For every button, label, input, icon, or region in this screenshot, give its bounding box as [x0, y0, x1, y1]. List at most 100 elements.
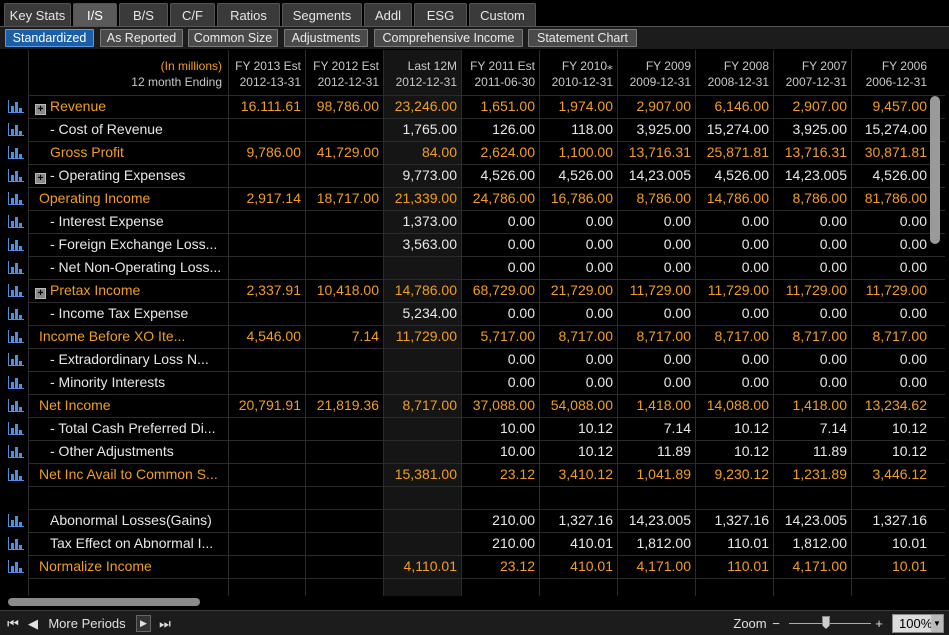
tab-key-stats[interactable]: Key Stats [4, 3, 71, 26]
table-row[interactable]: - Extradordinary Loss N... 0.00 0.00 0.00 0.… [4, 348, 945, 371]
table-row[interactable]: - Income Tax Expense 5,234.00 0.00 0.00 0.00… [4, 302, 945, 325]
row-chart-button[interactable] [4, 302, 28, 325]
tab-i-s[interactable]: I/S [73, 3, 117, 26]
table-row[interactable]: + Pretax Income 2,337.91 10,418.00 14,786.00… [4, 279, 945, 302]
table-row[interactable]: - Total Cash Preferred Di... 10.00 10.12 7.… [4, 417, 945, 440]
expand-icon[interactable]: + [35, 288, 46, 299]
table-cell: 210.00 [492, 535, 535, 551]
zoom-slider-thumb[interactable] [822, 616, 830, 629]
view-as-reported-button[interactable]: As Reported [100, 29, 183, 47]
row-chart-button[interactable] [4, 233, 28, 256]
table-row[interactable]: Net Income 20,791.91 21,819.36 8,717.00 37,0… [4, 394, 945, 417]
row-chart-button[interactable] [4, 256, 28, 279]
expand-icon[interactable]: + [35, 104, 46, 115]
column-header[interactable]: FY 2011 Est 2011-06-30 [461, 58, 535, 90]
view-comprehensive-income-button[interactable]: Comprehensive Income [374, 29, 523, 47]
column-header[interactable]: FY 2010⁎ 2010-12-31 [539, 58, 613, 90]
table-row[interactable]: - Foreign Exchange Loss... 3,563.00 0.00 0.… [4, 233, 945, 256]
row-separator [28, 486, 945, 487]
vertical-scrollbar[interactable] [930, 96, 940, 244]
row-label: - Interest Expense [35, 210, 225, 233]
table-cell: 0.00 [741, 374, 769, 390]
table-cell: 8,717.00 [636, 328, 692, 344]
row-chart-button[interactable] [4, 141, 28, 164]
expand-icon[interactable]: + [35, 173, 46, 184]
first-period-button[interactable]: ⏮ [7, 615, 19, 631]
table-row[interactable]: Gross Profit 9,786.00 41,729.00 84.00 2,624.… [4, 141, 945, 164]
tab-b-s[interactable]: B/S [119, 3, 168, 26]
view-statement-chart-button[interactable]: Statement Chart [528, 29, 637, 47]
table-cell: 0.00 [741, 351, 769, 367]
table-cell [225, 532, 301, 555]
zoom-select[interactable]: 100% ▼ [892, 614, 944, 633]
tab-esg[interactable]: ESG [414, 3, 467, 26]
tab-custom[interactable]: Custom [469, 3, 536, 26]
row-label: - Minority Interests [35, 371, 225, 394]
row-chart-button[interactable] [4, 532, 28, 555]
table-row[interactable]: + - Operating Expenses 9,773.00 4,526.00 4,5… [4, 164, 945, 187]
tab-c-f[interactable]: C/F [170, 3, 215, 26]
view-adjustments-button[interactable]: Adjustments [284, 29, 368, 47]
row-chart-button[interactable] [4, 325, 28, 348]
row-separator [28, 256, 945, 257]
view-common-size-button[interactable]: Common Size [188, 29, 278, 47]
table-row[interactable]: - Other Adjustments 10.00 10.12 11.89 10.12 1… [4, 440, 945, 463]
row-chart-button[interactable] [4, 417, 28, 440]
last-period-button[interactable]: ⏭ [159, 615, 171, 631]
table-row[interactable]: - Minority Interests 0.00 0.00 0.00 0.00 0.00… [4, 371, 945, 394]
row-chart-button[interactable] [4, 187, 28, 210]
table-row[interactable]: Tax Effect on Abnormal I... 210.00 410.01 1… [4, 532, 945, 555]
table-cell: 0.00 [741, 236, 769, 252]
column-header[interactable]: Last 12M 2012-12-31 [383, 58, 457, 90]
zoom-slider-track[interactable] [789, 623, 871, 624]
tab-addl[interactable]: Addl [364, 3, 412, 26]
next-period-button[interactable]: ▶ [136, 615, 151, 632]
column-header[interactable]: FY 2008 2008-12-31 [695, 58, 769, 90]
table-row[interactable]: Net Inc Avail to Common S... 15,381.00 23.… [4, 463, 945, 486]
table-row[interactable]: - Net Non-Operating Loss... 0.00 0.00 0.00 0… [4, 256, 945, 279]
table-row[interactable]: Income Before XO Ite... 4,546.00 7.14 11,72… [4, 325, 945, 348]
prev-period-button[interactable]: ◀ [28, 615, 38, 631]
table-cell: 2,917.14 [246, 190, 302, 206]
table-cell: 0.00 [741, 305, 769, 321]
table-row[interactable]: Normalize Income 4,110.01 23.12 410.01 4,171… [4, 555, 945, 578]
row-chart-button[interactable] [4, 509, 28, 532]
chevron-down-icon[interactable]: ▼ [931, 615, 943, 632]
table-row[interactable] [4, 486, 945, 509]
tab-ratios[interactable]: Ratios [217, 3, 280, 26]
tab-segments[interactable]: Segments [282, 3, 362, 26]
more-periods-label[interactable]: More Periods [48, 616, 126, 631]
table-row[interactable]: Abonormal Losses(Gains) 210.00 1,327.16 14,… [4, 509, 945, 532]
row-chart-button[interactable] [4, 440, 28, 463]
view-standardized-button[interactable]: Standardized [5, 29, 94, 47]
table-row[interactable]: - Cost of Revenue 1,765.00 126.00 118.00 3,9… [4, 118, 945, 141]
row-chart-button[interactable] [4, 210, 28, 233]
row-chart-button[interactable] [4, 463, 28, 486]
zoom-in-button[interactable]: + [875, 616, 883, 631]
row-chart-button[interactable] [4, 279, 28, 302]
table-row[interactable]: Operating Income 2,917.14 18,717.00 21,339.… [4, 187, 945, 210]
row-chart-button[interactable] [4, 555, 28, 578]
column-header[interactable]: FY 2009 2009-12-31 [617, 58, 691, 90]
table-row[interactable]: - Interest Expense 1,373.00 0.00 0.00 0.00 0.… [4, 210, 945, 233]
column-header[interactable]: FY 2007 2007-12-31 [773, 58, 847, 90]
column-header[interactable]: FY 2013 Est 2012-13-31 [227, 58, 301, 90]
row-chart-button[interactable] [4, 348, 28, 371]
column-divider [773, 50, 774, 596]
row-label-text: - Income Tax Expense [50, 305, 189, 321]
row-label-text: - Minority Interests [50, 374, 166, 390]
row-chart-button[interactable] [4, 118, 28, 141]
table-cell: 3,925.00 [792, 121, 848, 137]
table-cell: 14,23.005 [784, 167, 847, 183]
row-chart-button[interactable] [4, 371, 28, 394]
zoom-out-button[interactable]: − [772, 616, 780, 631]
row-chart-button[interactable] [4, 394, 28, 417]
row-label-text: Gross Profit [50, 144, 124, 160]
table-row[interactable]: + Revenue 16.111.61 98,786.00 23,246.00 1,651… [4, 95, 945, 118]
row-chart-button[interactable] [4, 95, 28, 118]
table-cell [303, 118, 379, 141]
row-chart-button[interactable] [4, 164, 28, 187]
column-header[interactable]: FY 2006 2006-12-31 [853, 58, 927, 90]
column-header[interactable]: FY 2012 Est 2012-12-31 [305, 58, 379, 90]
horizontal-scrollbar[interactable] [8, 598, 200, 606]
